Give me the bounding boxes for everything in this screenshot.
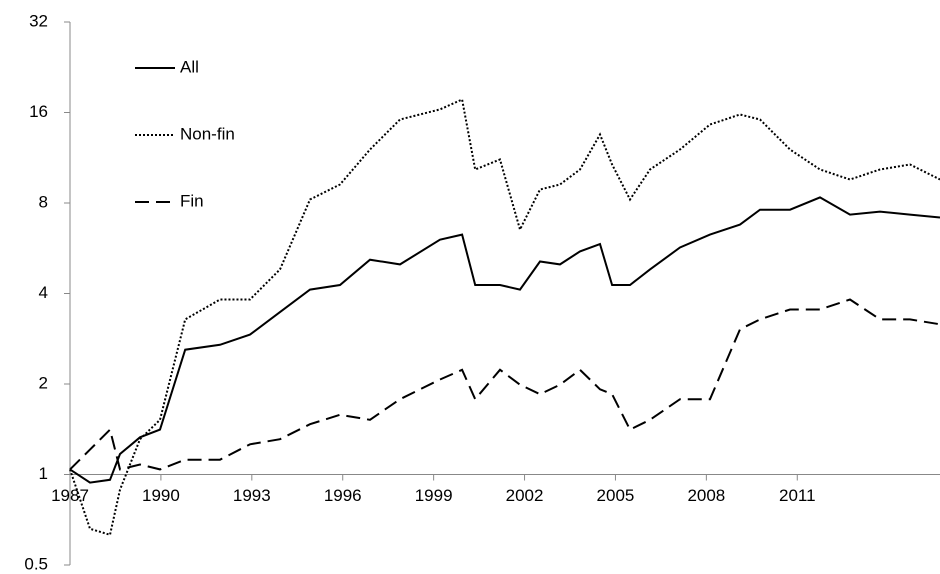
y-tick-label: 32 (29, 11, 48, 30)
x-tick-label: 2011 (779, 486, 816, 505)
y-tick-label: 8 (39, 192, 48, 211)
x-tick-label: 1999 (415, 486, 453, 505)
x-tick-label: 1996 (324, 486, 362, 505)
series-line (69, 98, 940, 537)
x-tick-label: 2005 (597, 486, 635, 505)
x-tick-label: 2002 (506, 486, 544, 505)
legend-label: All (180, 57, 199, 76)
x-tick-label: 1993 (233, 486, 271, 505)
y-tick-label: 2 (39, 373, 48, 392)
y-tick-label: 16 (29, 102, 48, 121)
series-line (69, 298, 940, 471)
legend-label: Fin (180, 191, 204, 210)
y-tick-label: 1 (39, 464, 48, 483)
x-tick-label: 1990 (142, 486, 180, 505)
x-tick-label: 1987 (51, 486, 89, 505)
legend-label: Non-fin (180, 124, 235, 143)
y-tick-label: 0.5 (24, 554, 48, 573)
series-line (69, 196, 940, 484)
y-tick-label: 4 (39, 283, 48, 302)
x-tick-label: 2008 (687, 486, 725, 505)
